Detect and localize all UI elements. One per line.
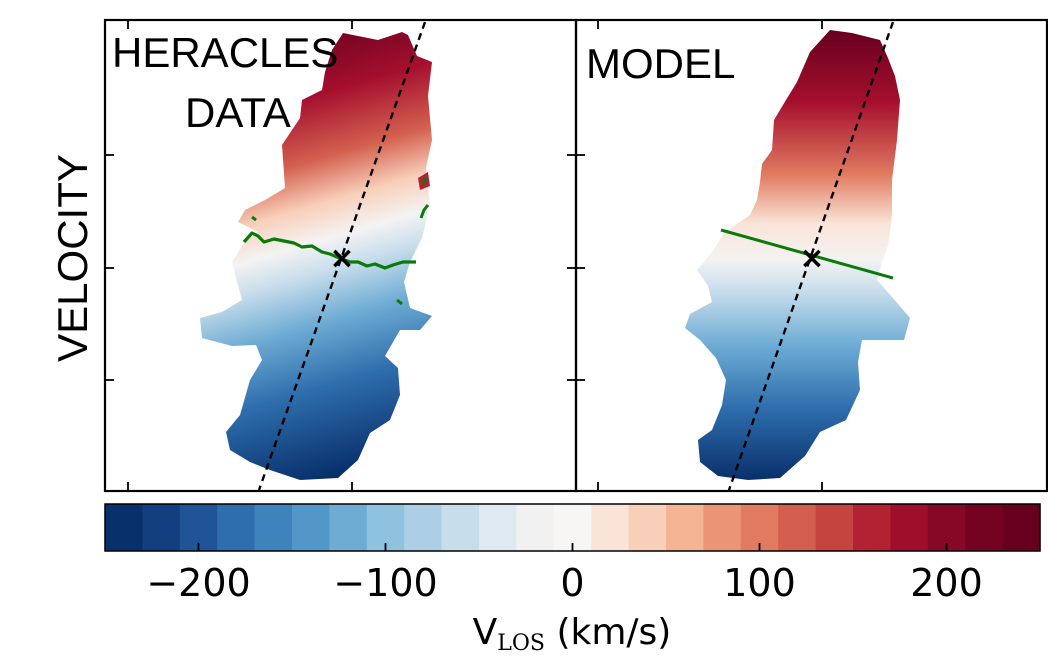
data-contour-fragment-upper (419, 204, 430, 219)
data-velocity-field (200, 32, 432, 480)
colorbar-cell (516, 504, 555, 551)
data-contour-fragment-lower (396, 298, 403, 306)
colorbar: −200 −100 0 100 200 VLOS (km/s) (104, 503, 1041, 656)
colorbar-cell (404, 504, 443, 551)
data-major-axis-line (257, 21, 427, 491)
model-panel-title: MODEL (586, 40, 735, 87)
data-panel-title-line2: DATA (185, 89, 291, 136)
colorbar-cell (628, 504, 667, 551)
data-zero-velocity-contour (242, 231, 416, 270)
colorbar-cell (105, 504, 143, 551)
model-major-axis-line (727, 21, 895, 491)
colorbar-cells (105, 504, 1041, 551)
colorbar-label: VLOS (km/s) (473, 612, 672, 656)
model-panel-frame (574, 18, 1048, 493)
model-panel-ticks (576, 20, 823, 491)
colorbar-cell (441, 504, 480, 551)
colorbar-cell (292, 504, 330, 551)
colorbar-label-sub: LOS (497, 631, 545, 656)
colorbar-cell (1002, 504, 1041, 551)
data-panel-title-line1: HERACLES (112, 29, 338, 76)
row-label: VELOCITY (49, 154, 96, 362)
colorbar-cell (591, 504, 630, 551)
colorbar-tick-label: −100 (333, 561, 437, 605)
colorbar-cell (142, 504, 181, 551)
colorbar-label-unit: (km/s) (545, 612, 671, 653)
colorbar-tick-label: −200 (146, 561, 250, 605)
colorbar-cell (254, 504, 293, 551)
colorbar-cell (890, 504, 929, 551)
colorbar-cell (778, 504, 817, 551)
colorbar-tick-label: 100 (723, 561, 796, 605)
colorbar-cell (666, 504, 704, 551)
colorbar-cell (217, 504, 256, 551)
model-center-marker: × (799, 241, 824, 276)
panel-data: × HERACLES DATA (103, 18, 578, 493)
panel-model: × MODEL (574, 18, 1048, 493)
colorbar-cell (479, 504, 517, 551)
data-panel-ticks (105, 20, 576, 491)
colorbar-tick-label: 200 (910, 561, 983, 605)
colorbar-cell (965, 504, 1004, 551)
colorbar-label-main: V (473, 612, 498, 653)
colorbar-cell (329, 504, 368, 551)
model-velocity-field (685, 30, 910, 480)
colorbar-cell (815, 504, 854, 551)
colorbar-ticks: −200 −100 0 100 200 (146, 543, 983, 605)
data-center-marker: × (329, 241, 354, 276)
data-contour-fragment-left (251, 215, 257, 222)
colorbar-cell (703, 504, 742, 551)
model-zero-velocity-line (720, 228, 894, 280)
data-contour-fragment-top (421, 177, 428, 185)
colorbar-cell (853, 504, 891, 551)
colorbar-tick-label: 0 (560, 561, 584, 605)
